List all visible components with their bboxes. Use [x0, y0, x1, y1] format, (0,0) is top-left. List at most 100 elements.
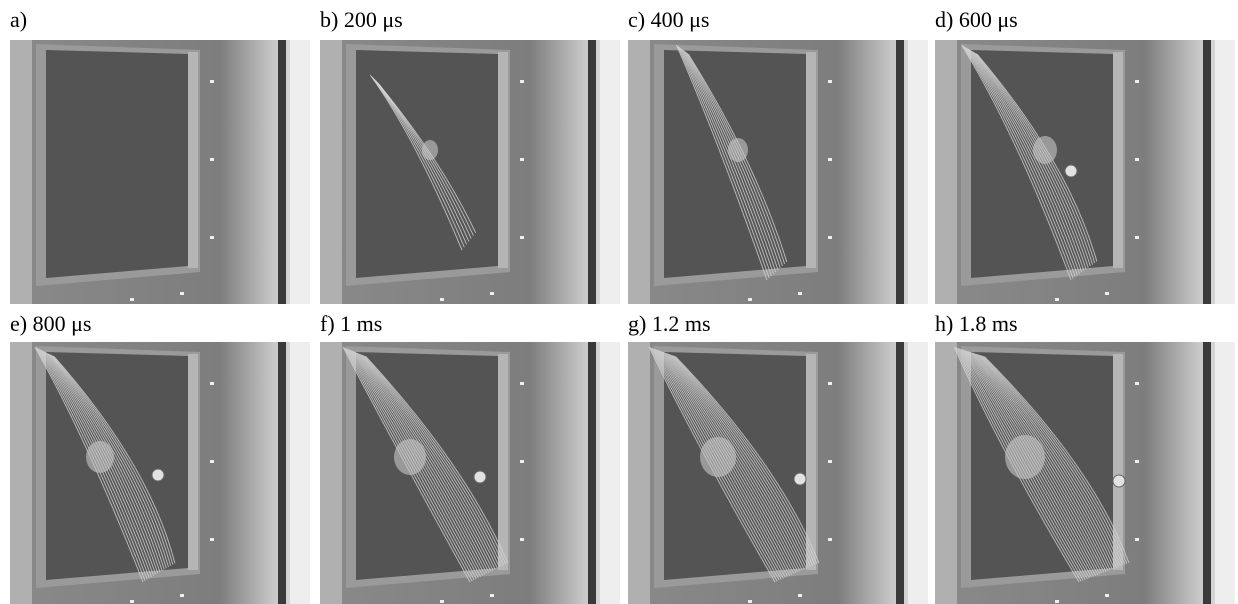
- rail: [1203, 40, 1211, 304]
- left-edge: [628, 342, 650, 604]
- rail-light: [600, 40, 620, 304]
- photo: [935, 40, 1235, 304]
- impact: [728, 138, 748, 162]
- marker: [748, 600, 752, 603]
- panel-label: a): [10, 8, 27, 32]
- left-edge: [935, 342, 957, 604]
- panel-label: f) 1 ms: [320, 312, 382, 336]
- marker: [828, 538, 832, 541]
- rail-light: [1215, 342, 1235, 604]
- marker: [520, 382, 524, 385]
- left-edge: [10, 40, 32, 304]
- left-edge: [320, 342, 342, 604]
- frame-edge: [1113, 52, 1123, 268]
- frame-edge: [498, 52, 508, 268]
- marker: [1135, 460, 1139, 463]
- marker: [210, 460, 214, 463]
- rail-light: [1215, 40, 1235, 304]
- marker: [210, 382, 214, 385]
- marker: [440, 298, 444, 301]
- photo: [935, 342, 1235, 604]
- marker: [210, 80, 214, 83]
- impact: [1033, 136, 1057, 164]
- marker: [1135, 382, 1139, 385]
- marker: [1055, 298, 1059, 301]
- marker: [520, 460, 524, 463]
- marker: [210, 538, 214, 541]
- rail: [278, 342, 286, 604]
- frame-edge: [188, 354, 198, 570]
- rail: [588, 40, 596, 304]
- projectile: [474, 471, 486, 483]
- rail-light: [908, 40, 928, 304]
- marker: [828, 236, 832, 239]
- rail: [896, 40, 904, 304]
- photo: [10, 40, 310, 304]
- impact: [86, 441, 114, 473]
- marker: [798, 594, 802, 597]
- marker: [1055, 600, 1059, 603]
- panel-label: e) 800 μs: [10, 312, 91, 336]
- left-edge: [628, 40, 650, 304]
- marker: [828, 460, 832, 463]
- marker: [520, 236, 524, 239]
- marker: [440, 600, 444, 603]
- panel-label: c) 400 μs: [628, 8, 709, 32]
- marker: [520, 158, 524, 161]
- impact: [700, 437, 736, 477]
- marker: [1135, 236, 1139, 239]
- glass: [46, 50, 188, 278]
- marker: [210, 236, 214, 239]
- frame-edge: [188, 52, 198, 268]
- impact: [394, 439, 426, 475]
- photo: [628, 342, 928, 604]
- marker: [1135, 158, 1139, 161]
- impact: [1005, 435, 1045, 479]
- panel-label: b) 200 μs: [320, 8, 403, 32]
- marker: [798, 292, 802, 295]
- marker: [130, 298, 134, 301]
- panel-label: d) 600 μs: [935, 8, 1018, 32]
- marker: [130, 600, 134, 603]
- projectile: [152, 469, 164, 481]
- panel-label: g) 1.2 ms: [628, 312, 711, 336]
- marker: [1105, 594, 1109, 597]
- marker: [180, 594, 184, 597]
- rail-light: [600, 342, 620, 604]
- left-edge: [10, 342, 32, 604]
- rail: [278, 40, 286, 304]
- projectile: [794, 473, 806, 485]
- photo: [320, 342, 620, 604]
- photo: [320, 40, 620, 304]
- frame-edge: [498, 354, 508, 570]
- left-edge: [935, 40, 957, 304]
- marker: [180, 292, 184, 295]
- projectile: [1065, 165, 1077, 177]
- marker: [1135, 538, 1139, 541]
- photo: [10, 342, 310, 604]
- marker: [748, 298, 752, 301]
- projectile: [1113, 475, 1125, 487]
- marker: [520, 80, 524, 83]
- rail-light: [290, 40, 310, 304]
- rail-light: [290, 342, 310, 604]
- marker: [210, 158, 214, 161]
- frame-edge: [806, 52, 816, 268]
- rail: [1203, 342, 1211, 604]
- marker: [828, 158, 832, 161]
- left-edge: [320, 40, 342, 304]
- marker: [828, 80, 832, 83]
- rail-light: [908, 342, 928, 604]
- rail: [896, 342, 904, 604]
- figure: a) b) 200 μs c) 400 μs d) 600 μs e) 800 μs f)…: [0, 0, 1238, 604]
- marker: [1105, 292, 1109, 295]
- marker: [520, 538, 524, 541]
- panel-label: h) 1.8 ms: [935, 312, 1018, 336]
- rail: [588, 342, 596, 604]
- marker: [490, 292, 494, 295]
- marker: [1135, 80, 1139, 83]
- photo: [628, 40, 928, 304]
- marker: [490, 594, 494, 597]
- impact: [422, 140, 438, 160]
- marker: [828, 382, 832, 385]
